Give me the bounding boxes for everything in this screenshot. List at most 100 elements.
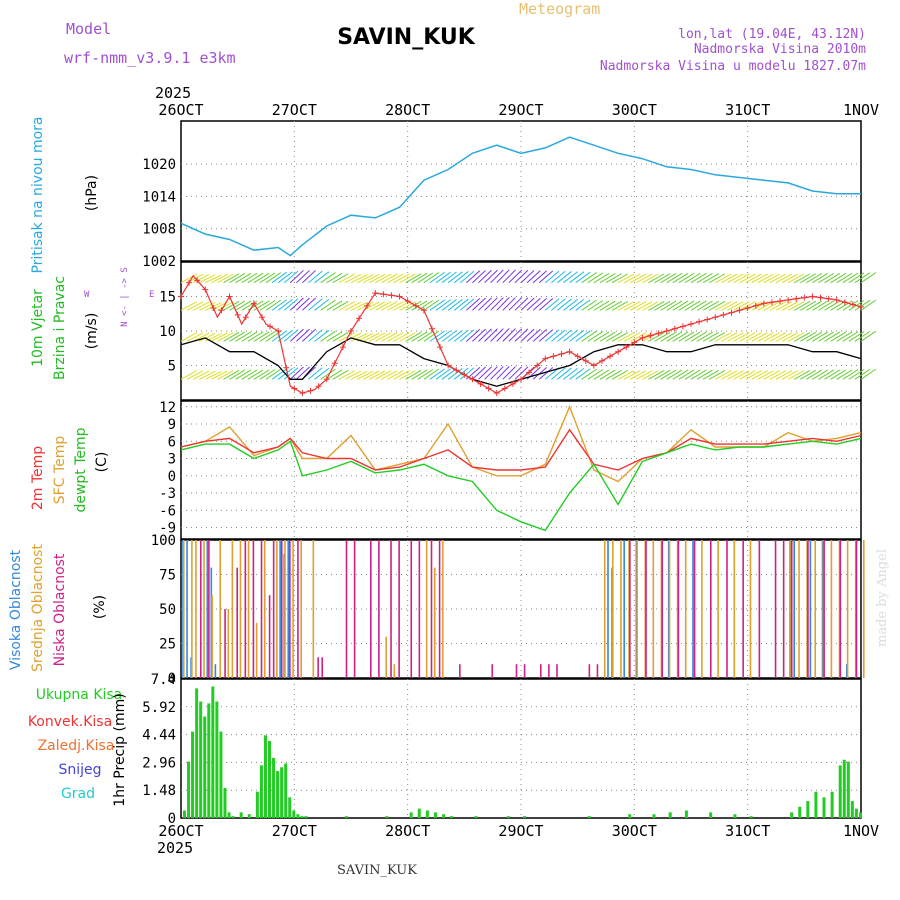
wind-arrow [763,370,780,380]
wind-arrow [362,370,380,380]
gust-marker [372,290,379,297]
gust-marker [663,328,670,334]
precip-bar [191,731,195,818]
wind-arrow [569,299,585,311]
wind-arrow [642,273,659,284]
gust-marker [477,380,484,387]
wind-arrow [332,273,349,284]
wind-arrow [223,369,240,380]
precip-bar [733,814,737,818]
wind-arrow [453,271,469,284]
gust-marker [704,316,711,323]
top-tick-label: 29OCT [498,101,543,119]
wind-arrow [654,331,671,342]
wind-arrow [660,300,677,311]
model-altitude-label: Nadmorska Visina u modelu 1827.07m [600,59,866,74]
wind-arrow [472,270,486,284]
wind-arrow [381,332,398,342]
wind-arrow [356,301,374,311]
wind-arrow [733,332,750,342]
precip-bar [628,814,632,818]
wind-arrow [423,330,439,342]
wind-arrow [478,366,492,380]
precip-legend-label: Grad [61,786,95,802]
wind-arrow [544,270,560,284]
precip-bar [858,812,862,818]
wind-arrow [812,369,829,380]
wind-arrow [563,367,578,380]
wind-arrow [508,269,523,284]
gust-marker [267,323,274,330]
wind-arrow [672,369,689,380]
gust-marker [655,330,662,337]
wind-arrow [211,370,228,380]
wind-arrow [678,369,695,380]
wind-arrow [824,331,841,342]
wind-arrow [781,370,799,380]
gust-marker [825,295,832,302]
wind-arrow [648,370,665,380]
gust-marker [323,376,330,383]
precip-bar [183,810,186,818]
wind-arrow [283,298,299,311]
wind-arrow [842,331,859,342]
wind-arrow [314,271,330,284]
wind-arrow [405,331,422,342]
wind-arrow [375,332,392,342]
wind-arrow [830,272,847,284]
precip-bar [798,806,802,818]
wind-arrow [466,297,481,311]
y-tick-label: 12 [159,400,176,416]
wind-arrow [678,272,695,284]
dewpt-ylabel: dewpt Temp [73,427,89,512]
wind-arrow [247,331,264,342]
wind-arrow [806,331,823,342]
wind-arrow [338,301,355,311]
wind-arrow [721,370,738,380]
precip-bar [822,797,826,818]
wind-arrow [447,271,463,284]
wind-arrow [180,332,198,342]
wind-arrow [472,328,486,342]
wind-arrow [538,270,554,284]
wind-arrow [338,332,355,342]
wind-arrow [314,330,330,342]
wind-arrow [429,368,445,380]
precip-bar [304,816,308,818]
wind-arrow [217,301,234,311]
wind-arrow [289,270,304,284]
wind-arrow [751,273,768,284]
wind-arrow [472,366,486,380]
wind-arrow [599,331,616,342]
bottom-tick-label: 31OCT [725,822,770,840]
wind-arrow [599,300,616,311]
dewpt-line [180,437,862,532]
wind-arrow [223,273,240,284]
gust-marker [841,299,848,306]
wind-arrow [818,369,835,380]
gust-marker [396,293,403,300]
wind-arrow [642,370,659,380]
wind-arrow [217,332,234,342]
gust-marker [849,301,856,308]
mid-cloud-ylabel: Srednja Oblacnost [30,544,46,672]
wind-arrow [375,370,392,380]
gust-marker [226,293,233,300]
y-tick-label: 75 [159,568,176,584]
wind-arrow [484,297,498,311]
wind-arrow [672,300,689,311]
wind-arrow [314,368,330,380]
wind-arrow [411,272,428,284]
wind-arrow [526,328,541,342]
precip-bar [247,814,251,818]
wind-arrow [405,273,422,284]
precip-bar [223,787,227,818]
gust-marker [833,296,840,303]
top-tick-label: 1NOV [843,101,879,119]
wind-arrow [490,297,504,311]
wind-arrow [593,300,610,311]
wind-arrow [514,269,529,284]
wind-arrow [314,299,330,311]
wind-arrow [854,299,871,311]
